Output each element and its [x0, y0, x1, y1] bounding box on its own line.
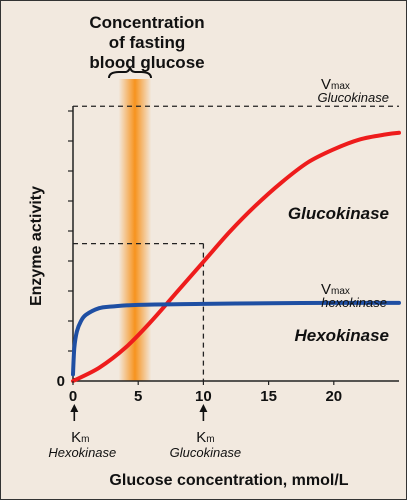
vmax-glucokinase-name: Glucokinase [317, 90, 389, 105]
y-axis-title: Enzyme activity [28, 186, 45, 306]
km-hexokinase-symbol: Km [71, 429, 89, 446]
vmax-glucokinase-symbol: Vmax [321, 76, 350, 93]
x-tick-label: 5 [134, 388, 142, 405]
y-axis-ticks [68, 110, 73, 352]
vmax-hexokinase-symbol: Vmax [321, 281, 350, 298]
km-glucokinase-name: Glucokinase [170, 445, 242, 460]
km-markers [70, 404, 208, 421]
x-tick-label: 20 [325, 388, 342, 405]
series-hexokinase-line [71, 300, 401, 377]
km-glucokinase-symbol: Km [196, 429, 214, 446]
series-glucokinase-line [71, 130, 401, 383]
y-origin-label: 0 [57, 373, 65, 390]
x-axis-title: Glucose concentration, mmol/L [109, 472, 348, 489]
title-brace [108, 66, 152, 79]
fasting-glucose-band [118, 79, 152, 381]
series-label-hexokinase: Hexokinase [295, 326, 390, 345]
km-glucokinase-arrow [199, 404, 208, 421]
title-line-3: blood glucose [89, 53, 204, 72]
x-tick-label: 15 [260, 388, 277, 405]
vmax-hexokinase-name: hexokinase [321, 295, 387, 310]
title-line-1: Concentration [89, 13, 204, 32]
km-hexokinase-name: Hexokinase [48, 445, 116, 460]
series-label-glucokinase: Glucokinase [288, 204, 389, 223]
x-tick-label: 10 [195, 388, 212, 405]
km-hexokinase-arrow [70, 404, 79, 421]
title-line-2: of fasting [109, 33, 186, 52]
x-tick-labels: 0 5 10 15 20 [69, 381, 342, 405]
x-tick-label: 0 [69, 388, 77, 405]
